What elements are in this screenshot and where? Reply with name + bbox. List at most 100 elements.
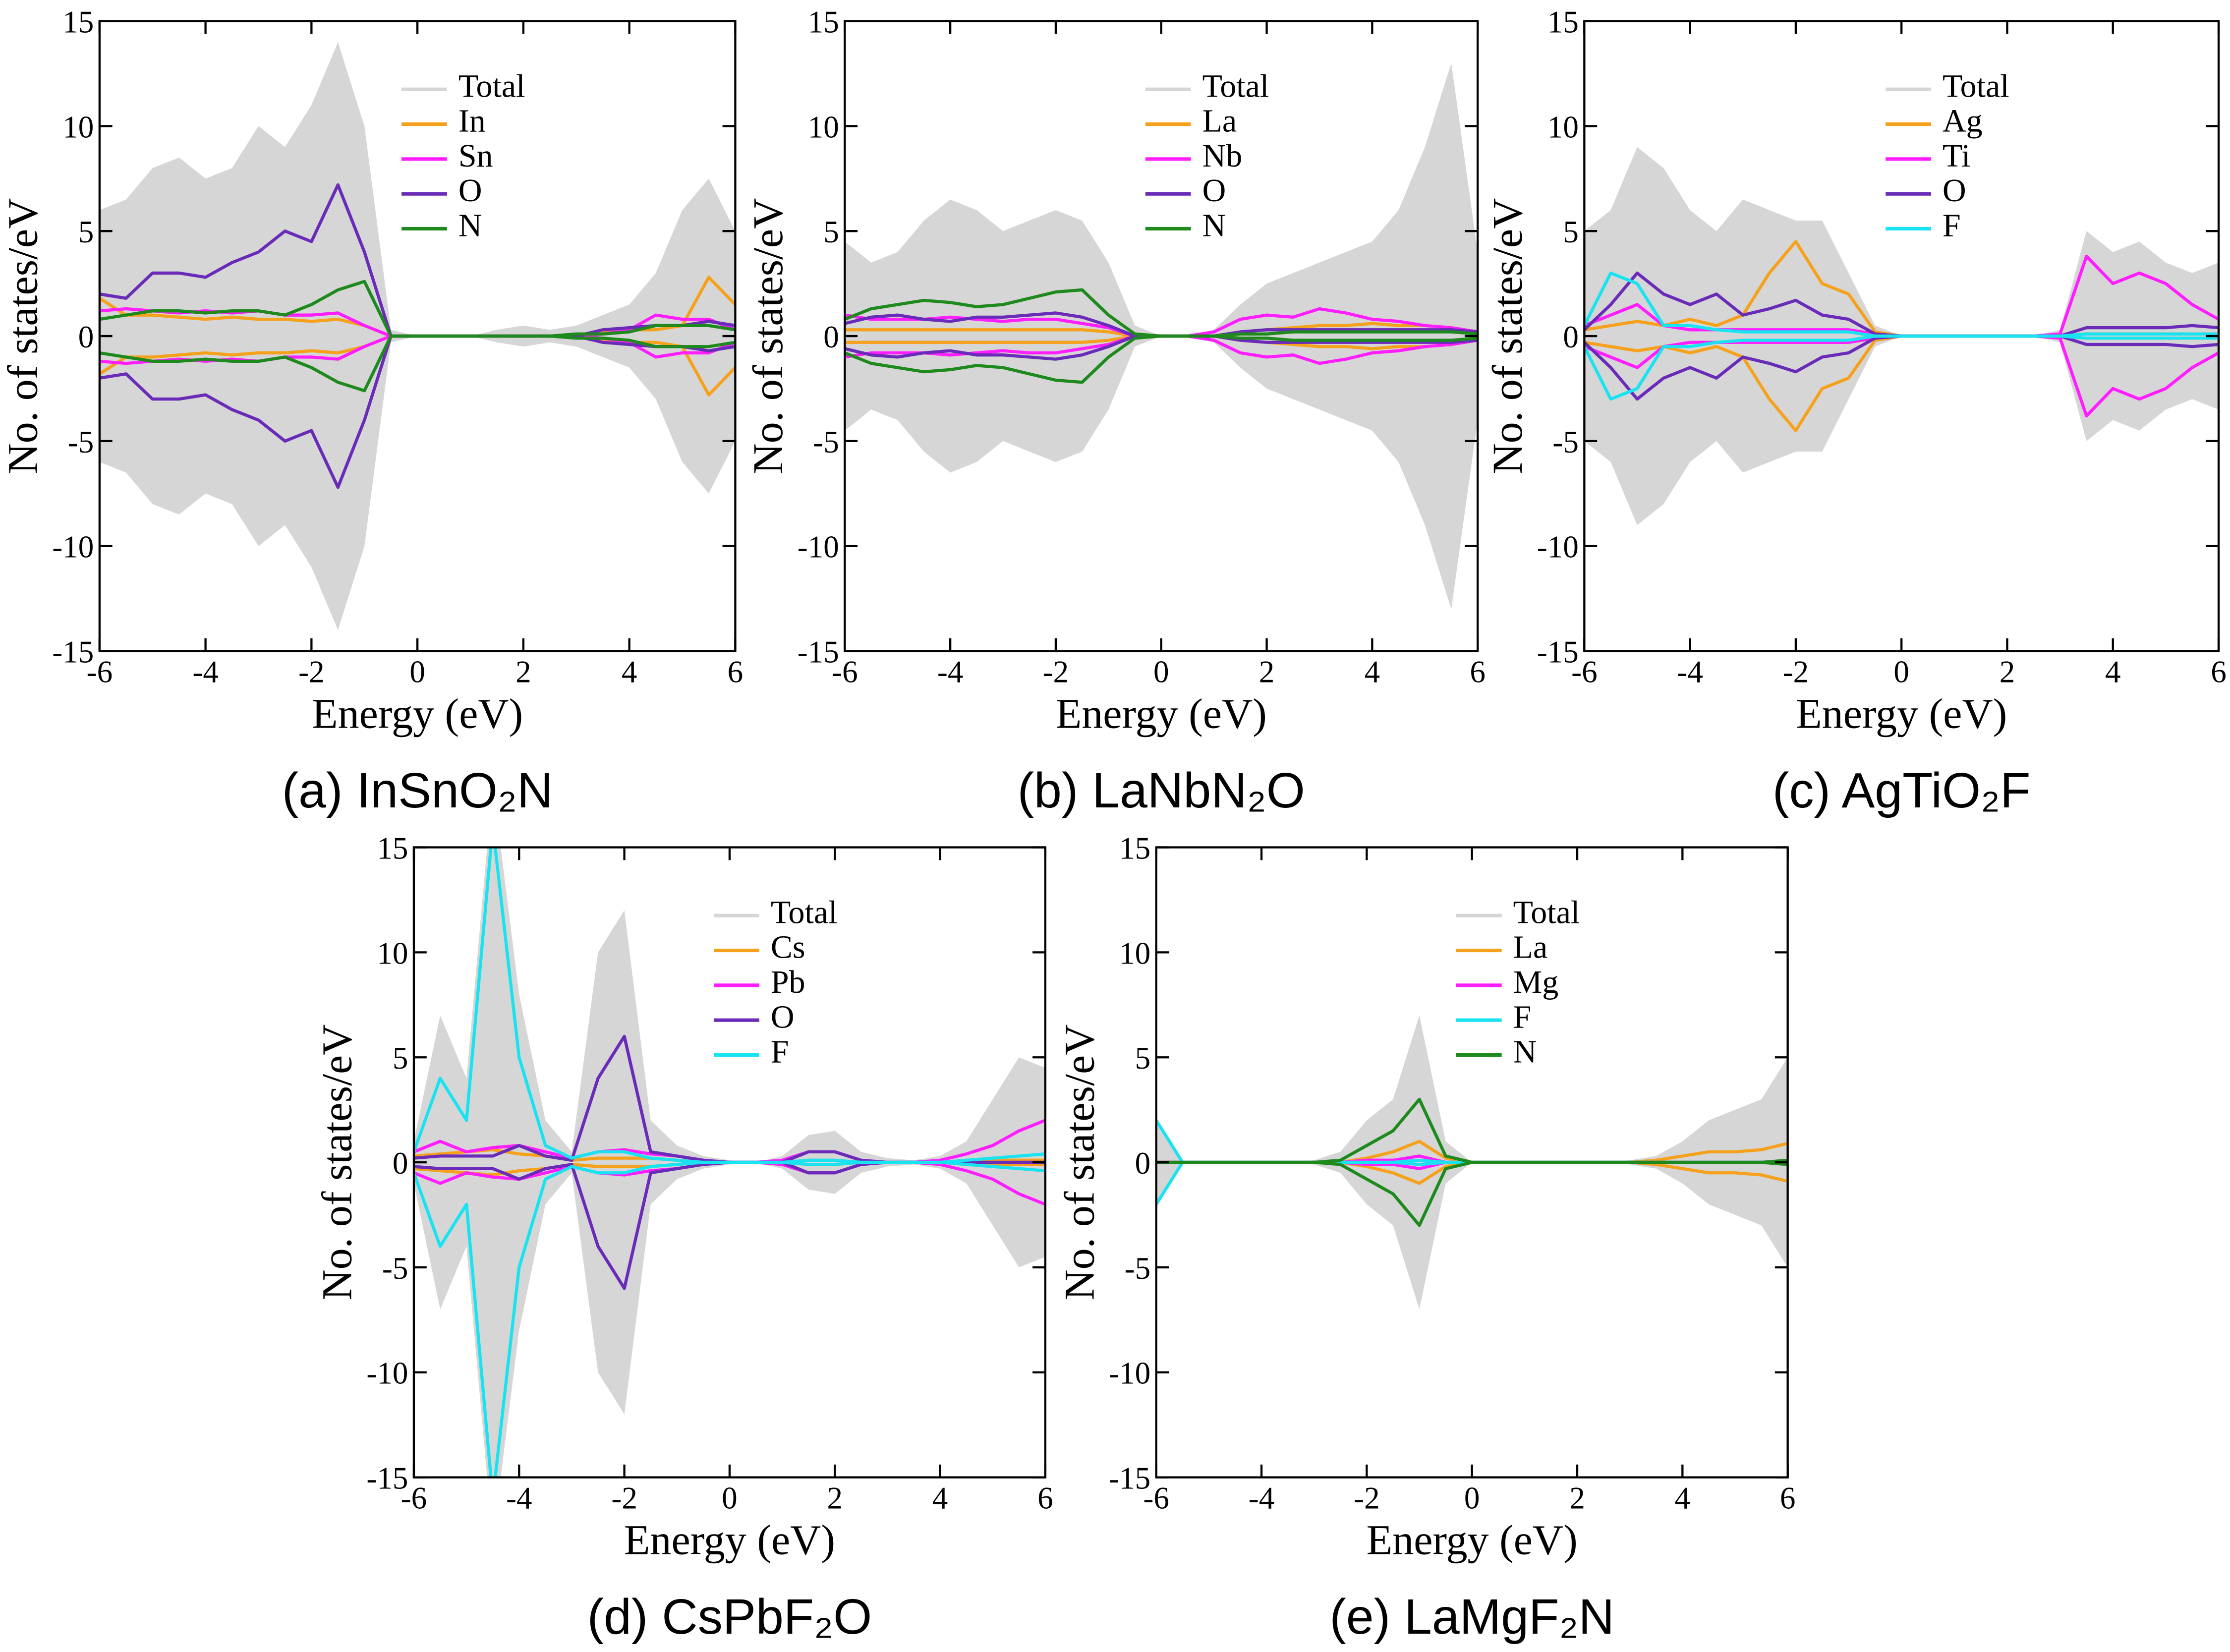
x-tick-label: 6 bbox=[728, 655, 743, 689]
y-tick-label: -15 bbox=[1109, 1461, 1150, 1496]
x-tick-label: -4 bbox=[506, 1481, 532, 1516]
y-tick-label: 10 bbox=[808, 110, 839, 144]
plot-area bbox=[1584, 147, 2219, 525]
y-tick-label: -15 bbox=[1537, 635, 1579, 670]
plot-area bbox=[413, 847, 1045, 1478]
y-tick-label: -5 bbox=[382, 1251, 408, 1286]
x-tick-label: 2 bbox=[827, 1481, 843, 1516]
y-axis-label: No. of states/eV bbox=[0, 198, 47, 474]
legend-label: In bbox=[458, 103, 486, 139]
dos-line bbox=[1156, 1160, 1788, 1227]
y-tick-label: -10 bbox=[366, 1356, 408, 1391]
panel: -6 -4 -2 0 2 4 6 -15 -10 -5 0 5 10 15 Energy (eV) No. o… bbox=[313, 831, 1053, 1645]
x-tick-label: -4 bbox=[1249, 1481, 1275, 1516]
x-axis-label: Energy (eV) bbox=[1796, 690, 2007, 738]
legend-label: O bbox=[771, 999, 795, 1035]
legend-label: N bbox=[1202, 208, 1226, 244]
legend-label: Ti bbox=[1943, 138, 1970, 174]
y-tick-label: 10 bbox=[377, 936, 408, 970]
x-tick-label: 0 bbox=[409, 655, 425, 689]
legend-label: F bbox=[1943, 208, 1961, 244]
y-tick-label: -10 bbox=[52, 530, 94, 565]
total-area bbox=[845, 63, 1478, 337]
x-tick-label: -6 bbox=[401, 1481, 427, 1516]
x-tick-label: -2 bbox=[1783, 655, 1809, 689]
x-axis-label: Energy (eV) bbox=[1056, 690, 1267, 738]
legend-label: Total bbox=[771, 894, 838, 930]
x-tick-label: 4 bbox=[622, 655, 637, 689]
y-axis-label: No. of states/eV bbox=[1055, 1025, 1103, 1301]
legend-label: La bbox=[1202, 103, 1237, 139]
y-tick-label: 5 bbox=[823, 215, 839, 249]
y-tick-label: 0 bbox=[1563, 320, 1579, 354]
y-tick-label: 15 bbox=[1547, 4, 1579, 39]
legend-label: F bbox=[771, 1034, 789, 1070]
total-area bbox=[413, 1162, 1045, 1478]
x-axis-label: Energy (eV) bbox=[624, 1516, 835, 1564]
y-tick-label: 15 bbox=[808, 4, 839, 39]
y-tick-label: -15 bbox=[798, 635, 839, 670]
total-area bbox=[1584, 336, 2219, 525]
x-tick-label: 6 bbox=[2211, 655, 2227, 689]
x-tick-label: -2 bbox=[298, 655, 325, 689]
x-tick-label: -4 bbox=[1677, 655, 1703, 689]
y-axis-label: No. of states/eV bbox=[744, 198, 792, 474]
y-tick-label: 0 bbox=[78, 320, 94, 354]
x-tick-label: 2 bbox=[1259, 655, 1275, 689]
panel-caption: (c) AgTiO₂F bbox=[1773, 763, 2031, 818]
legend-label: N bbox=[1513, 1034, 1537, 1070]
x-axis-label: Energy (eV) bbox=[312, 690, 523, 738]
x-tick-label: 6 bbox=[1470, 655, 1486, 689]
legend-label: Cs bbox=[771, 929, 805, 966]
panel: -6 -4 -2 0 2 4 6 -15 -10 -5 0 5 10 15 Energy (eV) No. o… bbox=[744, 4, 1486, 818]
x-tick-label: 2 bbox=[515, 655, 531, 689]
y-tick-label: -10 bbox=[1109, 1356, 1150, 1391]
panel-caption: (b) LaNbN₂O bbox=[1018, 763, 1305, 818]
y-tick-label: 0 bbox=[823, 320, 839, 354]
x-tick-label: -4 bbox=[937, 655, 964, 689]
legend-label: Mg bbox=[1513, 964, 1559, 1000]
y-tick-label: 5 bbox=[1563, 215, 1579, 249]
total-area bbox=[413, 847, 1045, 1163]
y-tick-label: 0 bbox=[393, 1146, 408, 1181]
legend-label: Total bbox=[458, 68, 525, 104]
x-tick-label: 2 bbox=[2000, 655, 2015, 689]
dos-line bbox=[99, 334, 736, 393]
x-tick-label: 4 bbox=[1365, 655, 1380, 689]
y-tick-label: -10 bbox=[798, 530, 839, 565]
y-tick-label: -15 bbox=[366, 1461, 408, 1496]
total-area bbox=[99, 42, 736, 337]
x-tick-label: -2 bbox=[1043, 655, 1069, 689]
panel-caption: (d) CsPbF₂O bbox=[587, 1589, 872, 1645]
x-tick-label: -2 bbox=[1354, 1481, 1380, 1516]
legend-label: Total bbox=[1943, 68, 2009, 104]
dos-line bbox=[1584, 334, 2219, 401]
y-axis-label: No. of states/eV bbox=[1484, 198, 1531, 474]
panel-caption: (e) LaMgF₂N bbox=[1329, 1589, 1614, 1645]
x-tick-label: 0 bbox=[1464, 1481, 1480, 1516]
y-tick-label: -5 bbox=[1552, 425, 1579, 459]
legend-label: N bbox=[458, 208, 482, 244]
y-tick-label: 5 bbox=[78, 215, 94, 249]
y-tick-label: 0 bbox=[1135, 1146, 1151, 1181]
x-tick-label: -6 bbox=[1571, 655, 1598, 689]
x-tick-label: 0 bbox=[1893, 655, 1909, 689]
total-area bbox=[845, 336, 1478, 609]
y-axis-label: No. of states/eV bbox=[313, 1025, 361, 1301]
y-tick-label: 10 bbox=[62, 110, 94, 144]
y-tick-label: 10 bbox=[1119, 936, 1150, 970]
x-tick-label: 2 bbox=[1569, 1481, 1585, 1516]
plot-area bbox=[1156, 1015, 1788, 1310]
dos-line bbox=[413, 1160, 1045, 1478]
legend-label: Ag bbox=[1943, 103, 1983, 139]
y-tick-label: -5 bbox=[813, 425, 839, 459]
y-tick-label: 5 bbox=[393, 1041, 408, 1076]
legend-label: O bbox=[458, 172, 482, 209]
y-tick-label: -15 bbox=[52, 635, 94, 670]
x-tick-label: -2 bbox=[611, 1481, 637, 1516]
x-tick-label: -6 bbox=[87, 655, 113, 689]
x-tick-label: 4 bbox=[1675, 1481, 1691, 1516]
y-tick-label: 10 bbox=[1547, 110, 1579, 144]
panel: -6 -4 -2 0 2 4 6 -15 -10 -5 0 5 10 15 Energy (eV) No. o… bbox=[1055, 831, 1795, 1645]
y-tick-label: -5 bbox=[1125, 1251, 1151, 1286]
